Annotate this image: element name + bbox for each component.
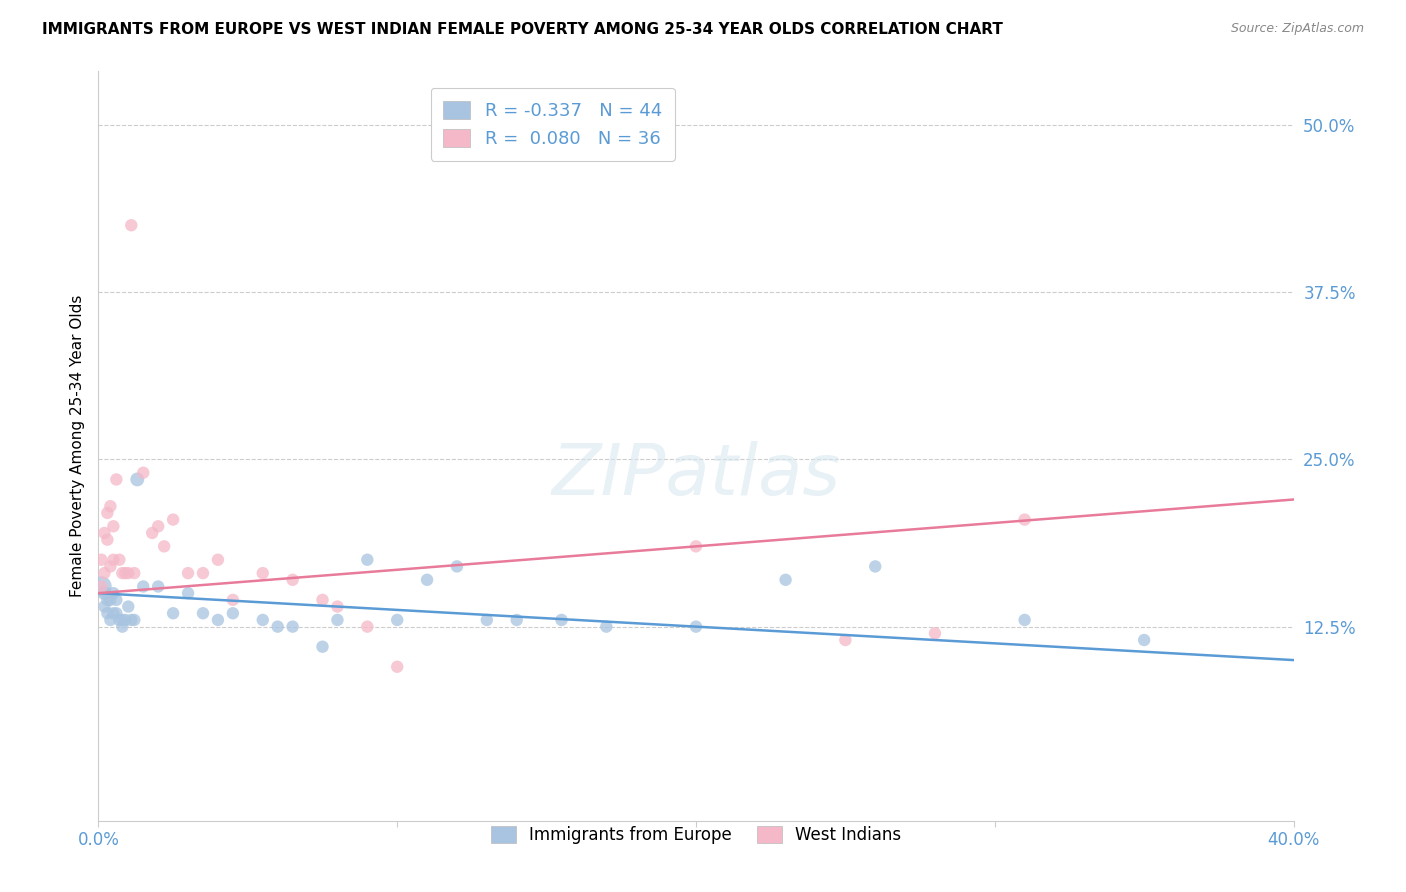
Point (162, 512, 184, 526)
Point (356, 620, 378, 634)
Point (326, 599, 349, 614)
Point (98, 593, 122, 607)
Point (281, 620, 304, 634)
Point (775, 573, 797, 587)
Point (207, 553, 229, 567)
Point (90, 580, 112, 594)
Point (281, 573, 304, 587)
Point (267, 620, 290, 634)
Point (120, 219, 142, 233)
Point (93, 586, 115, 600)
Point (222, 593, 245, 607)
Point (103, 553, 125, 567)
Point (385, 613, 409, 627)
Point (222, 607, 245, 621)
Point (191, 566, 214, 581)
Point (132, 466, 155, 480)
Point (416, 573, 439, 587)
Point (96, 607, 118, 621)
Point (177, 566, 200, 581)
Point (127, 473, 149, 487)
Point (326, 613, 349, 627)
Point (311, 593, 333, 607)
Point (446, 559, 468, 574)
Point (103, 586, 125, 600)
Point (153, 539, 176, 553)
Point (98, 500, 122, 514)
Point (90, 553, 112, 567)
Point (111, 566, 134, 581)
Text: IMMIGRANTS FROM EUROPE VS WEST INDIAN FEMALE POVERTY AMONG 25-34 YEAR OLDS CORRE: IMMIGRANTS FROM EUROPE VS WEST INDIAN FE… (42, 22, 1002, 37)
Point (207, 613, 229, 627)
Point (162, 607, 184, 621)
Point (311, 640, 333, 654)
Point (865, 559, 887, 574)
Point (98, 559, 122, 574)
Point (105, 607, 128, 621)
Point (141, 526, 163, 541)
Point (111, 620, 134, 634)
Point (117, 599, 139, 614)
Point (148, 580, 170, 594)
Point (148, 519, 170, 533)
Point (96, 533, 118, 547)
Point (103, 519, 125, 533)
Point (108, 613, 131, 627)
Point (385, 660, 409, 674)
Point (595, 620, 617, 634)
Point (177, 586, 200, 600)
Point (96, 506, 118, 520)
Point (114, 613, 136, 627)
Point (124, 566, 146, 581)
Point (117, 566, 139, 581)
Point (834, 633, 856, 648)
Point (475, 613, 498, 627)
Point (252, 566, 274, 581)
Point (1133, 633, 1156, 648)
Point (685, 539, 707, 553)
Point (98, 613, 122, 627)
Point (120, 613, 142, 627)
Y-axis label: Female Poverty Among 25-34 Year Olds: Female Poverty Among 25-34 Year Olds (69, 295, 84, 597)
Point (191, 607, 214, 621)
Point (105, 473, 128, 487)
Text: ZIPatlas: ZIPatlas (551, 442, 841, 510)
Point (114, 566, 136, 581)
Point (90, 580, 112, 594)
Point (356, 553, 378, 567)
Point (1014, 613, 1036, 627)
Point (506, 613, 529, 627)
Point (93, 566, 115, 581)
Point (132, 580, 155, 594)
Point (685, 620, 707, 634)
Point (105, 593, 128, 607)
Point (111, 613, 134, 627)
Point (103, 607, 125, 621)
Point (96, 593, 118, 607)
Point (124, 613, 146, 627)
Text: Source: ZipAtlas.com: Source: ZipAtlas.com (1230, 22, 1364, 36)
Point (1014, 512, 1036, 526)
Point (93, 599, 115, 614)
Point (924, 626, 946, 640)
Point (93, 526, 115, 541)
Point (108, 553, 131, 567)
Point (550, 613, 572, 627)
Legend: Immigrants from Europe, West Indians: Immigrants from Europe, West Indians (478, 813, 914, 857)
Point (252, 613, 274, 627)
